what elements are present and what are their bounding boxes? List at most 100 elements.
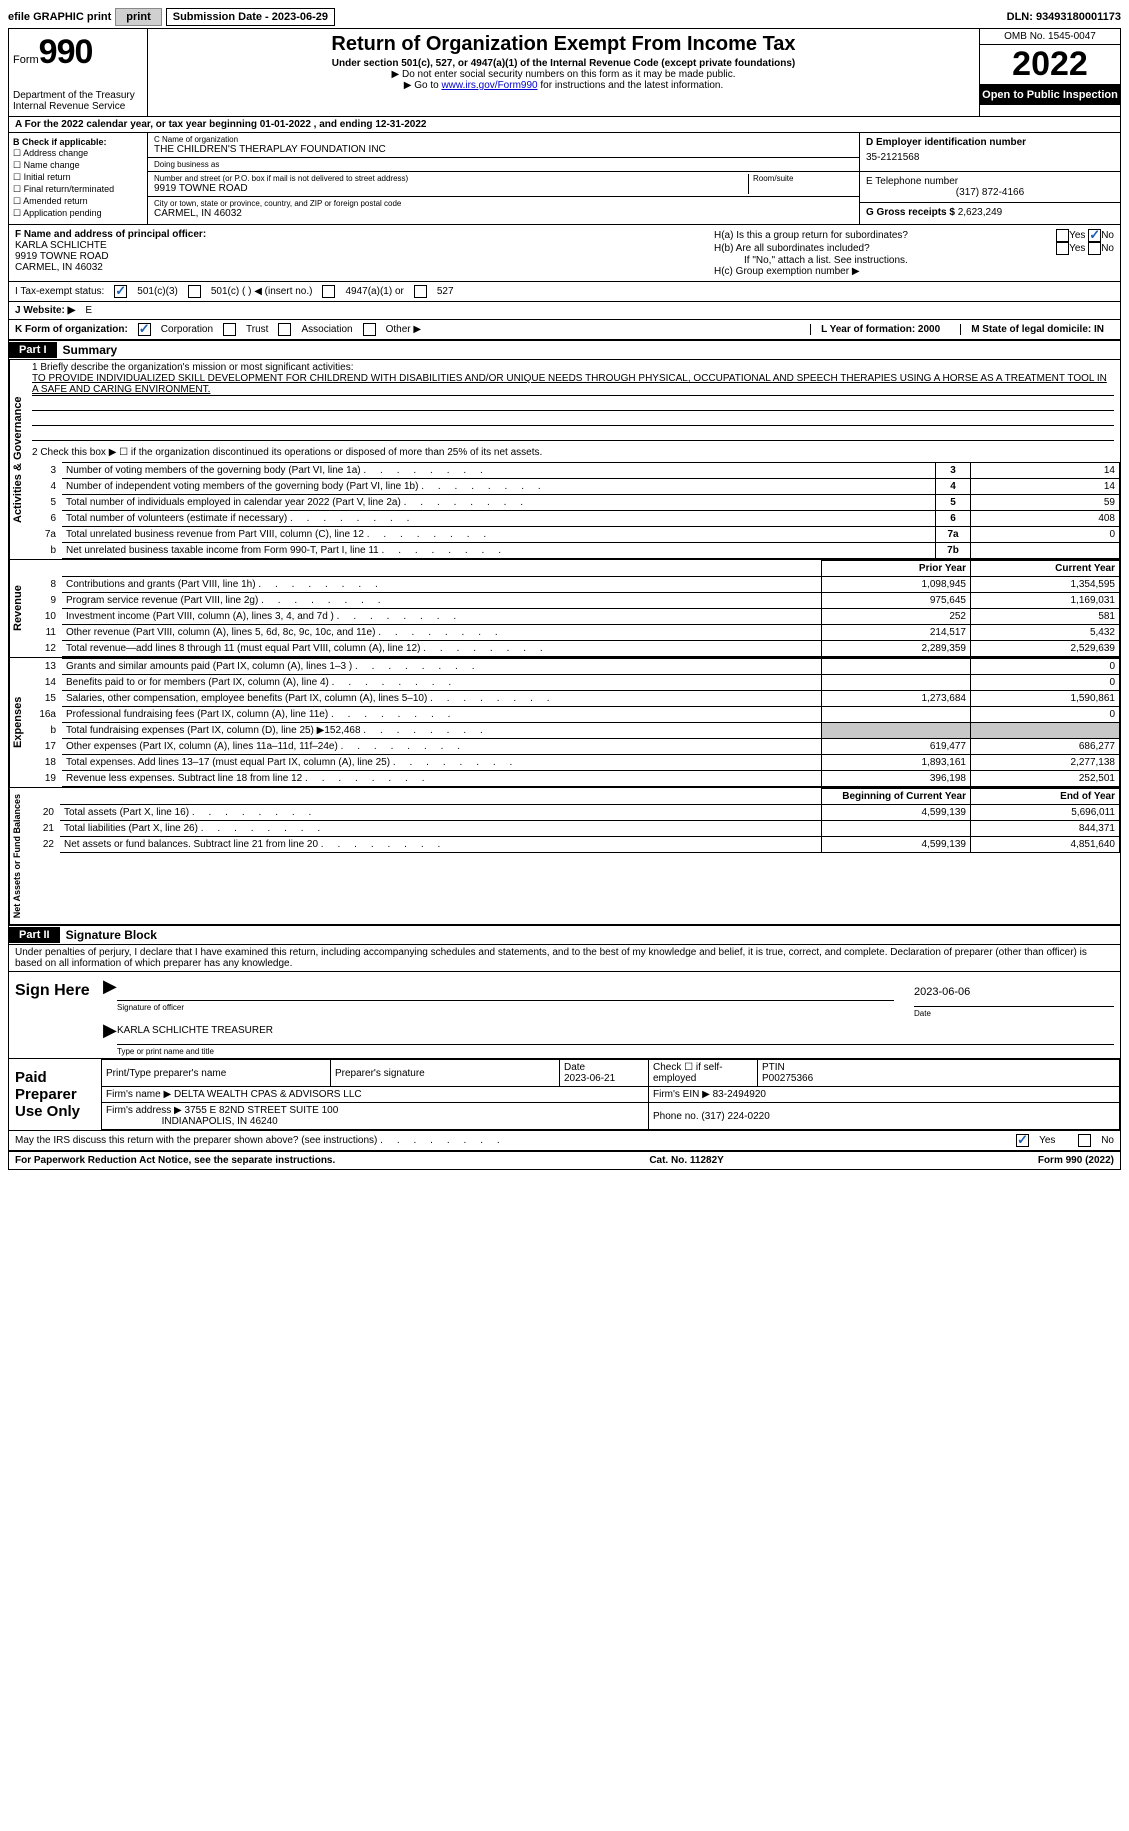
- chk-501c[interactable]: [188, 285, 201, 298]
- chk-amended[interactable]: ☐ Amended return: [13, 196, 143, 207]
- chk-trust[interactable]: [223, 323, 236, 336]
- addr-label: Number and street (or P.O. box if mail i…: [154, 174, 748, 183]
- hc-label: H(c) Group exemption number ▶: [714, 266, 1114, 277]
- chk-final-return[interactable]: ☐ Final return/terminated: [13, 184, 143, 195]
- ssn-warning: ▶ Do not enter social security numbers o…: [154, 69, 973, 80]
- tax-year: 2022: [980, 45, 1120, 85]
- pp-date-val: 2023-06-21: [564, 1073, 615, 1084]
- table-row: 20Total assets (Part X, line 16)4,599,13…: [24, 805, 1120, 821]
- table-row: 3Number of voting members of the governi…: [26, 463, 1120, 479]
- ha-no[interactable]: [1088, 229, 1101, 242]
- table-row: 21Total liabilities (Part X, line 26)844…: [24, 821, 1120, 837]
- hb-yes[interactable]: [1056, 242, 1069, 255]
- form-subtitle: Under section 501(c), 527, or 4947(a)(1)…: [154, 58, 973, 69]
- firm-addr-label: Firm's address ▶: [106, 1105, 182, 1116]
- pp-selfemp[interactable]: Check ☐ if self-employed: [649, 1060, 758, 1087]
- row-i-label: I Tax-exempt status:: [15, 286, 104, 297]
- org-name: THE CHILDREN'S THERAPLAY FOUNDATION INC: [154, 144, 853, 155]
- paid-preparer-label: Paid Preparer Use Only: [9, 1059, 101, 1130]
- chk-other[interactable]: [363, 323, 376, 336]
- firm-name: DELTA WEALTH CPAS & ADVISORS LLC: [174, 1089, 362, 1100]
- chk-initial-return[interactable]: ☐ Initial return: [13, 172, 143, 183]
- form-title: Return of Organization Exempt From Incom…: [154, 33, 973, 56]
- discuss-yes[interactable]: [1016, 1134, 1029, 1147]
- officer-addr2: CARMEL, IN 46032: [15, 262, 702, 273]
- chk-501c3[interactable]: [114, 285, 127, 298]
- vert-netassets: Net Assets or Fund Balances: [9, 788, 24, 924]
- irs-link[interactable]: www.irs.gov/Form990: [441, 80, 537, 91]
- omb-number: OMB No. 1545-0047: [980, 29, 1120, 45]
- table-row: 17Other expenses (Part IX, column (A), l…: [26, 739, 1120, 755]
- table-row: 5Total number of individuals employed in…: [26, 495, 1120, 511]
- chk-assoc[interactable]: [278, 323, 291, 336]
- footer-mid: Cat. No. 11282Y: [649, 1155, 723, 1166]
- chk-corp[interactable]: [138, 323, 151, 336]
- table-row: Beginning of Current YearEnd of Year: [24, 789, 1120, 805]
- chk-address-change[interactable]: ☐ Address change: [13, 148, 143, 159]
- chk-527[interactable]: [414, 285, 427, 298]
- dept-label: Department of the Treasury Internal Reve…: [13, 90, 143, 112]
- chk-name-change[interactable]: ☐ Name change: [13, 160, 143, 171]
- part1-title: Summary: [57, 341, 124, 359]
- firm-ein: 83-2494920: [713, 1089, 766, 1100]
- footer-right: Form 990 (2022): [1038, 1155, 1114, 1166]
- footer-left: For Paperwork Reduction Act Notice, see …: [15, 1155, 335, 1166]
- sig-declaration: Under penalties of perjury, I declare th…: [9, 945, 1120, 972]
- firm-phone: (317) 224-0220: [701, 1111, 769, 1122]
- pp-sig-hdr: Preparer's signature: [331, 1060, 560, 1087]
- table-row: bTotal fundraising expenses (Part IX, co…: [26, 723, 1120, 739]
- sig-name-cap: Type or print name and title: [117, 1047, 1114, 1056]
- chk-app-pending[interactable]: ☐ Application pending: [13, 208, 143, 219]
- officer-addr1: 9919 TOWNE ROAD: [15, 251, 702, 262]
- print-button[interactable]: print: [115, 8, 161, 26]
- table-row: 13Grants and similar amounts paid (Part …: [26, 659, 1120, 675]
- goto-pre: ▶ Go to: [404, 80, 442, 91]
- submission-date: Submission Date - 2023-06-29: [166, 8, 335, 26]
- gross-value: 2,623,249: [958, 207, 1003, 218]
- table-row: Prior YearCurrent Year: [26, 561, 1120, 577]
- pp-date-hdr: Date: [564, 1062, 585, 1073]
- table-row: 16aProfessional fundraising fees (Part I…: [26, 707, 1120, 723]
- city-state-zip: CARMEL, IN 46032: [154, 208, 853, 219]
- room-label: Room/suite: [748, 174, 853, 194]
- officer-name: KARLA SCHLICHTE: [15, 240, 702, 251]
- phone-label: E Telephone number: [866, 176, 1114, 187]
- firm-ein-label: Firm's EIN ▶: [653, 1089, 710, 1100]
- officer-label: F Name and address of principal officer:: [15, 229, 702, 240]
- discuss-no[interactable]: [1078, 1134, 1091, 1147]
- hb-label: H(b) Are all subordinates included?: [714, 243, 1056, 254]
- table-row: 4Number of independent voting members of…: [26, 479, 1120, 495]
- form-number: 990: [39, 33, 93, 71]
- table-row: 8Contributions and grants (Part VIII, li…: [26, 577, 1120, 593]
- table-row: 9Program service revenue (Part VIII, lin…: [26, 593, 1120, 609]
- hb-no[interactable]: [1088, 242, 1101, 255]
- mission-text: TO PROVIDE INDIVIDUALIZED SKILL DEVELOPM…: [32, 373, 1114, 396]
- table-row: 19Revenue less expenses. Subtract line 1…: [26, 771, 1120, 787]
- table-row: 12Total revenue—add lines 8 through 11 (…: [26, 641, 1120, 657]
- chk-4947[interactable]: [322, 285, 335, 298]
- table-row: 18Total expenses. Add lines 13–17 (must …: [26, 755, 1120, 771]
- row-a-period: A For the 2022 calendar year, or tax yea…: [9, 117, 1120, 133]
- dba-label: Doing business as: [154, 160, 219, 169]
- row-k-label: K Form of organization:: [15, 324, 128, 335]
- city-label: City or town, state or province, country…: [154, 199, 853, 208]
- goto-post: for instructions and the latest informat…: [538, 80, 724, 91]
- sig-name: KARLA SCHLICHTE TREASURER: [117, 1025, 273, 1036]
- pp-ptin-val: P00275366: [762, 1073, 813, 1084]
- table-row: bNet unrelated business taxable income f…: [26, 543, 1120, 559]
- ha-label: H(a) Is this a group return for subordin…: [714, 230, 1056, 241]
- part2-num: Part II: [9, 927, 60, 943]
- state-domicile: M State of legal domicile: IN: [960, 324, 1114, 335]
- gross-label: G Gross receipts $: [866, 207, 955, 218]
- vert-revenue: Revenue: [9, 560, 26, 657]
- table-row: 10Investment income (Part VIII, column (…: [26, 609, 1120, 625]
- sign-here-label: Sign Here: [9, 972, 101, 1058]
- hb-note: If "No," attach a list. See instructions…: [714, 255, 1114, 266]
- dln-label: DLN: 93493180001173: [1007, 11, 1121, 23]
- year-formation: L Year of formation: 2000: [810, 324, 950, 335]
- ha-yes[interactable]: [1056, 229, 1069, 242]
- firm-addr2: INDIANAPOLIS, IN 46240: [162, 1116, 278, 1127]
- sig-officer-cap: Signature of officer: [117, 1003, 894, 1012]
- line2-discontinued: 2 Check this box ▶ ☐ if the organization…: [26, 443, 1120, 462]
- sig-arrow2-icon: ▶: [103, 1020, 117, 1041]
